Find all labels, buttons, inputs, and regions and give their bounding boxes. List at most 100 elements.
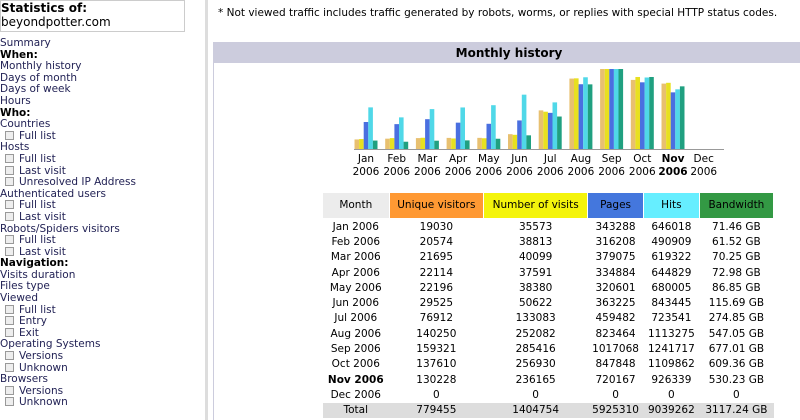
menu-link[interactable]: Browsers (0, 373, 49, 386)
menu-link[interactable]: Versions (0, 385, 205, 398)
menu-link[interactable]: Viewed (0, 292, 39, 305)
monthly-table: Month Unique visitors Number of visits Page… (322, 192, 775, 418)
menu-link[interactable]: Days of month (0, 71, 78, 84)
bar (481, 138, 487, 149)
year-label: 2006 (568, 166, 595, 178)
cell: 720167 (595, 373, 636, 386)
menu-link[interactable]: Full list (0, 130, 205, 143)
month-label: Mar (417, 153, 437, 165)
month-label: Jun (510, 153, 527, 165)
year-label: 2006 (658, 166, 687, 178)
panel-title: Monthly history (214, 43, 800, 63)
bar (465, 140, 470, 149)
cell: 0 (612, 388, 619, 401)
cell: Sep 2006 (330, 343, 381, 356)
bar (363, 121, 369, 149)
bar (661, 83, 667, 149)
menu-link[interactable]: Files type (0, 280, 50, 293)
month-row: Jan 2006 19030 35573 343288 646018 71.46 GB (323, 219, 774, 235)
cell: May 2006 (329, 281, 382, 294)
cell: 38380 (518, 281, 553, 294)
cell: 274.85 GB (708, 312, 765, 325)
total-cell: Total (322, 402, 390, 418)
menu-link[interactable]: Countries (0, 118, 51, 131)
total-cell: 3117.24 GB (699, 402, 774, 418)
month-row: May 2006 22196 38380 320601 680005 86.85 GB (323, 280, 774, 295)
cell: Jan 2006 (332, 220, 379, 233)
menu-link[interactable]: Full list (0, 153, 205, 166)
site-box: Statistics of: beyondpotter.com (0, 0, 185, 32)
menu-link[interactable]: Days of week (0, 83, 71, 96)
bar (368, 107, 373, 149)
menu-heading: When: (0, 48, 38, 61)
bar (385, 138, 390, 149)
cell: 320601 (595, 281, 636, 294)
year-label: 2006 (475, 166, 502, 178)
year-label: 2006 (598, 166, 625, 178)
menu-link[interactable]: Hours (0, 94, 31, 107)
cell: 843445 (651, 297, 692, 310)
month-label: May (478, 153, 500, 165)
menu-link[interactable]: Last visit (0, 165, 205, 178)
menu-link[interactable]: Hosts (0, 141, 30, 154)
bar (679, 86, 685, 149)
year-label: 2006 (537, 166, 564, 178)
cell: 19030 (419, 220, 454, 233)
cell: Oct 2006 (331, 358, 380, 371)
month-row: Mar 2006 21695 40099 379075 619322 70.25 GB (323, 250, 774, 265)
menu-link[interactable]: Unknown (0, 397, 205, 409)
cell: 847848 (595, 358, 636, 371)
bar (354, 139, 360, 149)
menu-heading: Navigation: (0, 257, 69, 270)
bar (455, 122, 461, 149)
menu-link[interactable]: Authenticated users (0, 187, 106, 200)
menu-link[interactable]: Full list (0, 234, 205, 247)
column-header: Unique visitors (388, 192, 485, 219)
menu-link[interactable]: Exit (0, 327, 205, 340)
cell: 459482 (595, 312, 636, 325)
menu-link[interactable]: Unknown (0, 362, 205, 375)
month-row: Dec 2006 0 0 0 0 0 (323, 387, 774, 402)
menu-link[interactable]: Versions (0, 350, 205, 363)
cell: 22114 (419, 266, 454, 279)
menu-link[interactable]: Last visit (0, 246, 205, 259)
menu-link[interactable]: Entry (0, 316, 205, 328)
menu-link[interactable]: Full list (0, 304, 205, 317)
bar (415, 138, 421, 149)
cell: 29525 (419, 297, 454, 310)
divider (205, 0, 208, 420)
cell: Apr 2006 (331, 266, 380, 279)
menu-link[interactable]: Last visit (0, 211, 205, 224)
month-row: Jul 2006 76912 133083 459482 723541 274.85 GB (323, 311, 774, 326)
cell: 256930 (515, 358, 556, 371)
menu-link[interactable]: Monthly history (0, 60, 82, 73)
menu-link[interactable]: Unresolved IP Address (0, 177, 205, 189)
bar (574, 78, 579, 149)
cell: 547.05 GB (708, 327, 765, 340)
cell: 252082 (515, 327, 556, 340)
bar (649, 76, 654, 149)
menu-link[interactable]: Operating Systems (0, 338, 101, 351)
cell: 115.69 GB (708, 297, 765, 310)
menu-link[interactable]: Robots/Spiders visitors (0, 222, 120, 235)
bar (670, 92, 676, 149)
bar (569, 78, 574, 149)
bar (477, 137, 482, 149)
cell: 343288 (595, 220, 636, 233)
cell: 609.36 GB (708, 358, 765, 371)
year-label: 2006 (383, 166, 410, 178)
menu-link[interactable]: Full list (0, 200, 205, 212)
bar (446, 137, 452, 149)
cell: 72.98 GB (712, 266, 761, 279)
month-label: Oct (633, 153, 651, 165)
year-label: 2006 (506, 166, 533, 178)
bar (526, 135, 531, 149)
menu-link[interactable]: Visits duration (0, 268, 76, 281)
total-cell: 5925310 (587, 402, 644, 418)
menu-heading: Who: (0, 106, 31, 119)
cell: 137610 (416, 358, 457, 371)
menu-link[interactable]: Summary (0, 37, 51, 49)
cell: 0 (532, 388, 539, 401)
bar (604, 69, 610, 149)
